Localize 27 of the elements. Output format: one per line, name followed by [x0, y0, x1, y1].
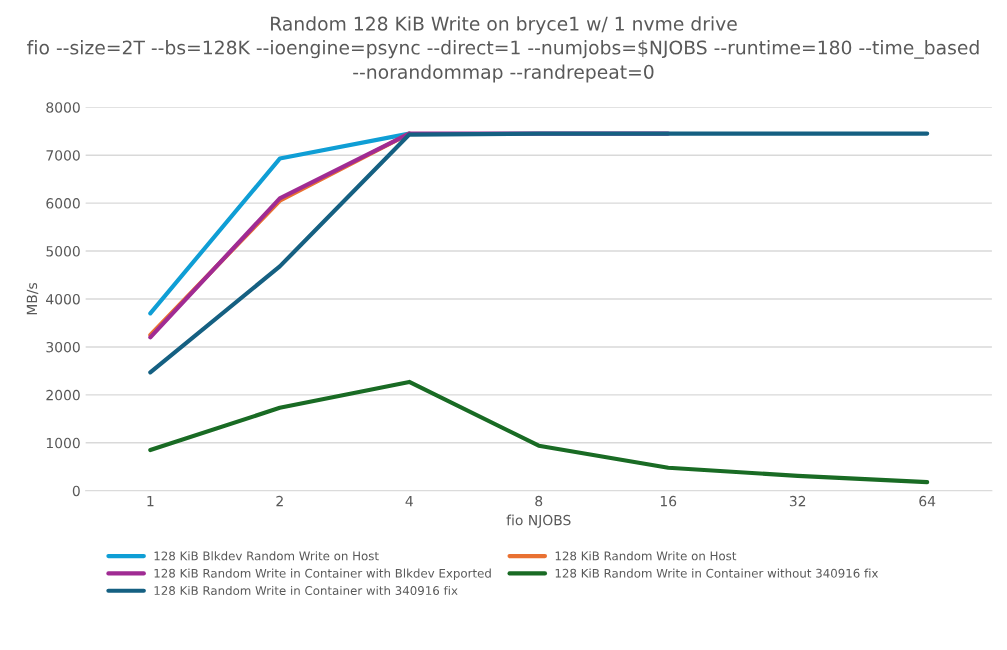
y-tick-label: 1000 — [46, 437, 80, 449]
legend-label: 128 KiB Random Write on Host — [555, 551, 737, 561]
y-tick-label: 4000 — [46, 293, 80, 305]
x-tick-label: 32 — [789, 495, 806, 507]
y-tick-label: 7000 — [46, 150, 80, 161]
x-tick-label: 4 — [405, 496, 413, 507]
chart-title: Random 128 KiB Write on bryce1 w/ 1 nvme drive — [271, 16, 737, 35]
y-tick-label: 8000 — [46, 102, 80, 113]
x-tick-label: 16 — [660, 495, 677, 507]
y-tick-label: 5000 — [46, 246, 80, 257]
legend-label: 128 KiB Blkdev Random Write on Host — [154, 551, 379, 561]
y-axis-title: MB/s — [26, 282, 39, 315]
legend-label: 128 KiB Random Write in Container without 340916 fix — [555, 568, 879, 578]
chart-subtitle: fio --size=2T --bs=128K --ioengine=psync --direct=1 --numjobs=$NJOBS --runtime=180 --time_based --norandommap --randrepeat=0 — [27, 40, 979, 83]
x-tick-label: 8 — [535, 495, 543, 507]
legend-label: 128 KiB Random Write in Container with 340916 fix — [154, 585, 458, 596]
x-tick-label: 1 — [147, 496, 154, 507]
x-tick-label: 64 — [919, 495, 936, 507]
x-axis-title: fio NJOBS — [506, 514, 571, 528]
line-series — [148, 131, 930, 375]
y-tick-label: 6000 — [46, 198, 80, 209]
y-tick-label: 0 — [72, 485, 80, 497]
y-tick-label: 3000 — [46, 341, 80, 353]
y-tick-label: 2000 — [46, 389, 80, 401]
x-tick-label: 2 — [276, 495, 283, 507]
legend-label: 128 KiB Random Write in Container with Blkdev Exported — [154, 568, 491, 580]
line-series — [148, 379, 930, 485]
